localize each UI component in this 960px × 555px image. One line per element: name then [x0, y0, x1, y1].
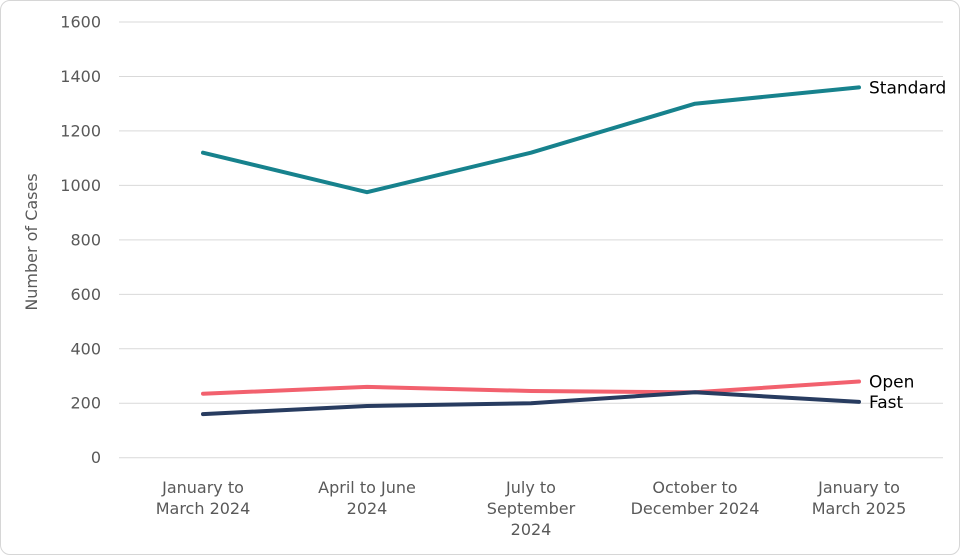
series-label-fast: Fast: [869, 393, 903, 413]
series-label-open: Open: [869, 372, 914, 392]
x-category-label: April to June 2024: [318, 478, 416, 518]
y-tick-label: 0: [91, 448, 101, 467]
y-axis-title: Number of Cases: [22, 173, 41, 310]
y-tick-label: 1000: [60, 176, 101, 195]
x-category-label: January to March 2024: [156, 478, 251, 518]
series-line-standard: [201, 85, 861, 195]
series-line-fast: [201, 390, 861, 417]
y-tick-label: 1600: [60, 13, 101, 32]
x-category-label: October to December 2024: [631, 478, 760, 518]
x-category-label: January to March 2025: [812, 478, 907, 518]
series-label-standard: Standard: [869, 78, 946, 98]
y-tick-label: 600: [70, 285, 101, 304]
y-tick-label: 800: [70, 230, 101, 249]
y-tick-label: 1400: [60, 67, 101, 86]
series-line-open: [201, 379, 861, 396]
x-category-label: July to September 2024: [487, 478, 576, 539]
y-tick-label: 1200: [60, 121, 101, 140]
y-tick-label: 400: [70, 339, 101, 358]
y-tick-label: 200: [70, 394, 101, 413]
